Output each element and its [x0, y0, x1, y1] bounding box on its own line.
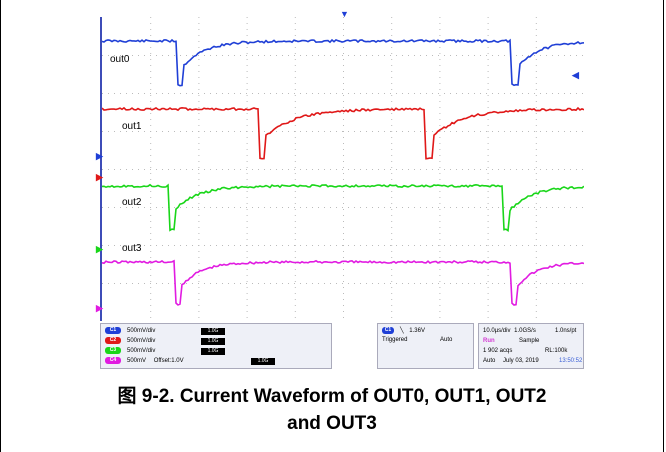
sample-rate: 1.0GS/s	[514, 328, 536, 334]
acq-date: July 03, 2019	[503, 358, 539, 364]
channel-badge: C2	[105, 337, 121, 344]
waveform-out0	[102, 38, 584, 87]
timebase-row: 10.0µs/div 1.0GS/s 1.0ns/pt	[483, 327, 576, 336]
oscilloscope-screen: out0 out1 out2 out3 ▶ ▶ ▶ ▶ ▼ ◀ C1 500mV/…	[96, 9, 584, 372]
channel-row-c1[interactable]: C1 500mV/div	[105, 327, 155, 336]
resolution: 1.0ns/pt	[555, 328, 577, 334]
channel-scale: 500mV	[127, 358, 147, 365]
bandwidth-badge: 1.0G	[201, 328, 225, 335]
graticule-dots	[102, 17, 583, 318]
figure-caption-line1: 图 9-2. Current Waveform of OUT0, OUT1, O…	[117, 386, 547, 407]
waveform-graticule: out0 out1 out2 out3	[100, 17, 584, 321]
trigger-mode-readout: Auto	[483, 358, 496, 364]
waveform-plot	[102, 17, 584, 318]
channel4-ground-marker-icon[interactable]: ▶	[96, 303, 103, 313]
channel-row-c3[interactable]: C3 500mV/div	[105, 347, 155, 356]
channel-badge: C1	[105, 327, 121, 334]
trace-label-out3: out3	[122, 243, 142, 254]
trace-label-out1: out1	[122, 121, 142, 132]
channel2-ground-marker-icon[interactable]: ▶	[96, 172, 103, 182]
acq-count-row: 1 902 acqs RL:100k	[483, 347, 567, 356]
trigger-mode: Auto	[440, 337, 453, 343]
trigger-source-badge: C1	[382, 327, 394, 334]
channel-settings-panel: C1 500mV/div 1.0G C2 500mV/div 1.0G C3 500m…	[100, 323, 332, 369]
acq-count: 1 902 acqs	[483, 348, 513, 354]
acquisition-panel[interactable]: 10.0µs/div 1.0GS/s 1.0ns/pt Run Sample 1…	[478, 323, 584, 369]
trigger-row: C1 ╲ 1.36V	[382, 327, 425, 336]
timebase: 10.0µs/div	[483, 328, 511, 334]
channel-row-c2[interactable]: C2 500mV/div	[105, 337, 155, 346]
bandwidth-badge: 1.0G	[251, 358, 275, 365]
acq-time: 13:50:52	[559, 358, 583, 364]
channel-badge: C4	[105, 357, 121, 364]
run-state: Run	[483, 338, 495, 344]
trigger-status-row: Triggered Auto	[382, 336, 452, 345]
trigger-slope-icon: ╲	[400, 328, 404, 335]
acq-mode: Sample	[519, 338, 540, 344]
channel1-ground-marker-icon[interactable]: ▶	[96, 151, 103, 161]
trigger-state: Triggered	[382, 337, 408, 343]
trigger-panel[interactable]: C1 ╲ 1.36V Triggered Auto	[377, 323, 474, 369]
run-state-row: Run Sample	[483, 337, 539, 346]
record-length: RL:100k	[545, 348, 568, 354]
trigger-position-marker-icon[interactable]: ▼	[340, 9, 349, 19]
bandwidth-badge: 1.0G	[201, 348, 225, 355]
date-row: Auto July 03, 2019 13:50:52	[483, 357, 582, 366]
waveform-out2	[102, 183, 584, 233]
trigger-level: 1.36V	[409, 328, 425, 335]
bandwidth-badge: 1.0G	[201, 338, 225, 345]
channel-scale: 500mV/div	[127, 338, 156, 345]
trace-label-out2: out2	[122, 197, 142, 208]
channel-badge: C3	[105, 347, 121, 354]
channel-offset: Offset:1.0V	[153, 358, 184, 365]
channel-scale: 500mV/div	[127, 328, 156, 335]
waveform-out1	[102, 106, 584, 160]
channel3-ground-marker-icon[interactable]: ▶	[96, 244, 103, 254]
channel-row-c4[interactable]: C4 500mV Offset:1.0V	[105, 357, 184, 366]
figure-caption-line2: and OUT3	[287, 413, 377, 434]
trace-label-out0: out0	[110, 54, 130, 65]
waveform-out3	[102, 259, 584, 306]
trigger-level-marker-icon[interactable]: ◀	[572, 70, 579, 80]
channel-scale: 500mV/div	[127, 348, 156, 355]
